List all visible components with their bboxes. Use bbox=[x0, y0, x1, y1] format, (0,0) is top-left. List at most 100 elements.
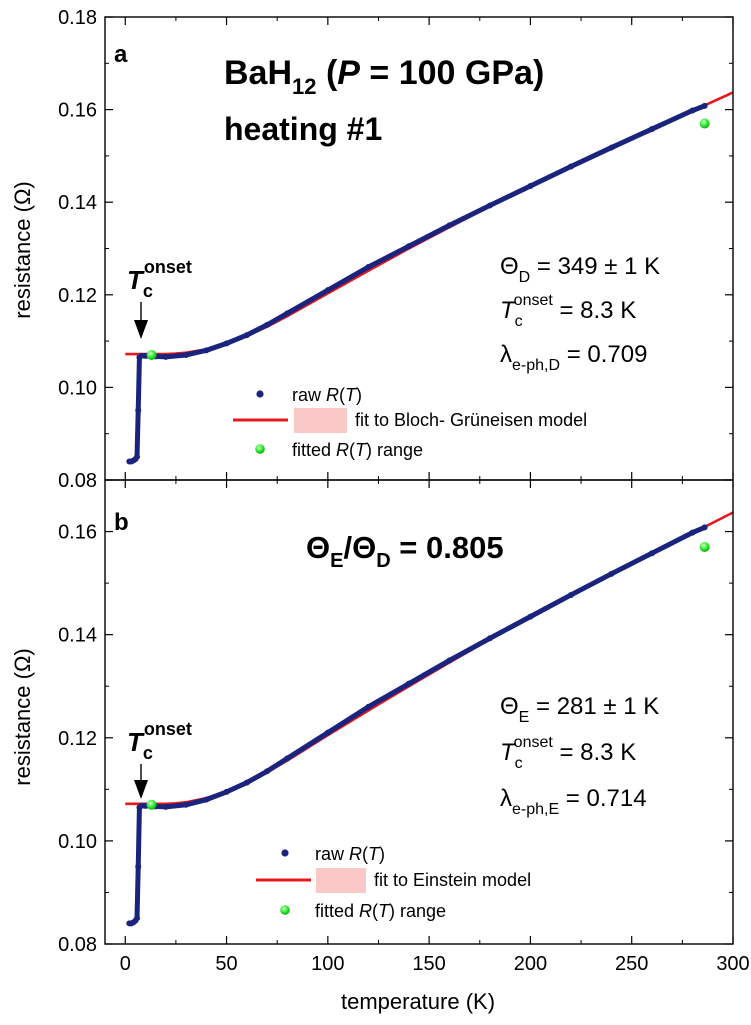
raw-point-b bbox=[284, 755, 291, 762]
y-axis-label-a: resistance (Ω) bbox=[10, 181, 35, 318]
fitted-range-point-a bbox=[146, 349, 157, 360]
legend-fit-b: fit to Einstein model bbox=[374, 870, 531, 890]
x-tick-label-b: 150 bbox=[412, 953, 445, 975]
param-line-b-2: Tconset = 8.3 K bbox=[500, 734, 636, 772]
raw-point-a bbox=[486, 202, 493, 209]
legend-raw-a: raw R(T) bbox=[292, 385, 362, 405]
param-line-b-3: λe-ph,E = 0.714 bbox=[500, 785, 647, 818]
raw-point-a bbox=[183, 351, 190, 358]
y-axis-label-b: resistance (Ω) bbox=[10, 648, 35, 785]
tc-annotation-a: Tconset bbox=[127, 257, 192, 301]
raw-point-a bbox=[135, 407, 142, 414]
tc-arrow-head-b bbox=[134, 780, 148, 799]
raw-series-line-a bbox=[126, 103, 708, 464]
axis-ticks-a: 0.08 0.10 0.12 0.14 0.16 0.18 bbox=[58, 7, 734, 492]
y-tick-label-b: 0.14 bbox=[58, 625, 97, 647]
raw-series-b bbox=[126, 524, 708, 927]
raw-point-b bbox=[324, 729, 331, 736]
raw-point-a bbox=[284, 310, 291, 317]
panel-label-a: a bbox=[114, 41, 128, 68]
raw-point-a bbox=[405, 243, 412, 250]
legend-marker-raw-b bbox=[281, 849, 289, 857]
y-tick-label-a: 0.10 bbox=[58, 377, 97, 399]
raw-point-b bbox=[243, 779, 250, 786]
y-tick-label-a: 0.12 bbox=[58, 285, 97, 307]
raw-point-b bbox=[567, 591, 574, 598]
x-tick-label-b: 100 bbox=[311, 953, 344, 975]
panel-b: 0.08 0.10 0.12 0.14 0.16 0 50 100 150 200 250 300 b… bbox=[10, 479, 750, 1014]
y-tick-label-a: 0.16 bbox=[58, 100, 97, 122]
raw-point-a bbox=[203, 347, 210, 354]
legend-marker-raw-a bbox=[256, 390, 264, 398]
x-tick-label-b: 200 bbox=[514, 953, 547, 975]
fitted-range-point-b bbox=[699, 542, 710, 553]
raw-point-b bbox=[134, 915, 141, 922]
raw-point-b bbox=[223, 788, 230, 795]
raw-point-b bbox=[183, 801, 190, 808]
raw-point-a bbox=[324, 287, 331, 294]
y-tick-label-b: 0.08 bbox=[58, 934, 97, 956]
raw-point-a bbox=[527, 182, 534, 189]
raw-point-b bbox=[365, 703, 372, 710]
axis-ticks-b: 0.08 0.10 0.12 0.14 0.16 0 50 100 150 200 250 300 bbox=[58, 479, 750, 975]
param-line-b-1: ΘE = 281 ± 1 K bbox=[500, 693, 659, 726]
raw-point-b bbox=[648, 550, 655, 557]
chart-subtitle-a: heating #1 bbox=[224, 111, 382, 147]
raw-point-a bbox=[608, 144, 615, 151]
param-line-a-1: ΘD = 349 ± 1 K bbox=[500, 253, 660, 286]
x-axis-label: temperature (K) bbox=[341, 989, 495, 1014]
tc-annotation-b: Tconset bbox=[127, 719, 192, 763]
raw-point-a bbox=[446, 222, 453, 229]
fitted-range-point-a bbox=[699, 118, 710, 129]
raw-point-a bbox=[648, 126, 655, 133]
y-tick-label-b: 0.10 bbox=[58, 831, 97, 853]
y-tick-label-a: 0.18 bbox=[58, 7, 97, 29]
legend-raw-b: raw R(T) bbox=[315, 844, 385, 864]
raw-point-b bbox=[486, 635, 493, 642]
raw-point-b bbox=[701, 524, 708, 531]
raw-point-b bbox=[405, 680, 412, 687]
legend-band-fit-b bbox=[316, 868, 366, 893]
raw-point-a bbox=[223, 340, 230, 347]
plot-frame-b bbox=[104, 479, 734, 945]
raw-point-b bbox=[264, 768, 271, 775]
param-line-a-3: λe-ph,D = 0.709 bbox=[500, 341, 647, 374]
raw-point-a bbox=[134, 453, 141, 460]
x-tick-label-b: 50 bbox=[215, 953, 237, 975]
chart-title-a: BaH12 (P = 100 GPa) bbox=[224, 54, 544, 99]
panel-a: 0.08 0.10 0.12 0.14 0.16 0.18 a BaH12 (P = 10… bbox=[10, 7, 734, 492]
legend-marker-range-b bbox=[280, 905, 290, 915]
legend-range-a: fitted R(T) range bbox=[292, 440, 423, 460]
raw-point-b bbox=[162, 803, 169, 810]
ratio-title-b: ΘE/ΘD = 0.805 bbox=[306, 530, 504, 572]
y-tick-label-b: 0.12 bbox=[58, 728, 97, 750]
x-tick-label-b: 300 bbox=[716, 953, 749, 975]
raw-point-a bbox=[162, 353, 169, 360]
panel-label-b: b bbox=[114, 509, 129, 536]
raw-series-line-b bbox=[126, 524, 708, 926]
x-tick-label-b: 250 bbox=[615, 953, 648, 975]
raw-point-b bbox=[203, 796, 210, 803]
raw-point-b bbox=[135, 863, 142, 870]
raw-point-b bbox=[446, 657, 453, 664]
legend-marker-range-a bbox=[255, 444, 265, 454]
fitted-range-points-b bbox=[146, 542, 710, 810]
legend-fit-a: fit to Bloch- Grüneisen model bbox=[355, 410, 587, 430]
raw-point-a bbox=[567, 163, 574, 170]
raw-point-b bbox=[689, 529, 696, 536]
raw-point-a bbox=[264, 321, 271, 328]
raw-point-a bbox=[243, 332, 250, 339]
legend-band-fit-a bbox=[294, 408, 347, 433]
tc-arrow-head-a bbox=[134, 320, 148, 339]
raw-point-a bbox=[701, 102, 708, 109]
x-tick-label-b: 0 bbox=[120, 953, 131, 975]
raw-point-a bbox=[365, 264, 372, 271]
raw-point-a bbox=[689, 107, 696, 114]
param-line-a-2: Tconset = 8.3 K bbox=[500, 292, 636, 330]
raw-point-b bbox=[527, 613, 534, 620]
y-tick-label-a: 0.14 bbox=[58, 192, 97, 214]
legend-b: raw R(T) fit to Einstein model fitted R(… bbox=[256, 844, 531, 921]
y-tick-label-a: 0.08 bbox=[58, 470, 97, 492]
fitted-range-points-a bbox=[146, 118, 710, 360]
